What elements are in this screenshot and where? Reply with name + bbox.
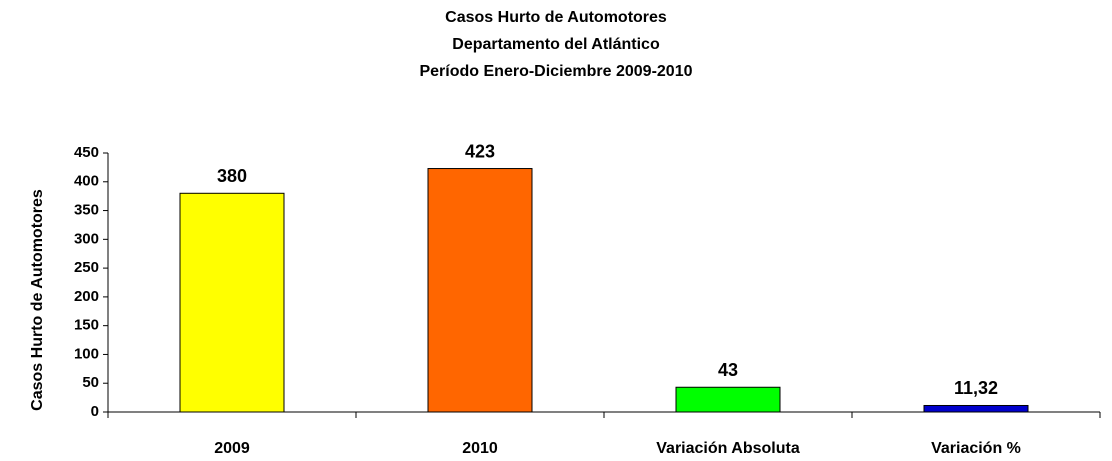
data-label: 11,32 <box>954 378 998 398</box>
bar <box>427 168 533 413</box>
y-tick-label: 300 <box>74 230 99 247</box>
chart-title: Período Enero-Diciembre 2009-2010 <box>419 63 692 80</box>
y-axis-label: Casos Hurto de Automotores <box>29 189 46 411</box>
y-tick-label: 250 <box>74 259 99 276</box>
data-label: 423 <box>465 141 495 161</box>
y-tick-label: 450 <box>74 144 99 161</box>
bar <box>179 192 285 413</box>
x-tick-label: 2010 <box>462 440 498 457</box>
y-tick-label: 150 <box>74 317 99 334</box>
x-tick-label: 2009 <box>214 440 250 457</box>
y-tick-label: 100 <box>74 345 99 362</box>
y-tick-label: 50 <box>82 374 99 391</box>
chart-title: Casos Hurto de Automotores <box>445 9 667 26</box>
data-label: 43 <box>718 360 738 380</box>
bar <box>675 386 781 413</box>
bar <box>923 404 1029 413</box>
x-tick-label: Variación Absoluta <box>656 440 800 457</box>
data-label: 380 <box>217 166 247 186</box>
y-tick-label: 200 <box>74 288 99 305</box>
x-tick-label: Variación % <box>931 440 1021 457</box>
chart-title: Departamento del Atlántico <box>452 36 660 53</box>
y-tick-label: 0 <box>91 403 99 420</box>
y-tick-label: 400 <box>74 173 99 190</box>
y-tick-label: 350 <box>74 202 99 219</box>
